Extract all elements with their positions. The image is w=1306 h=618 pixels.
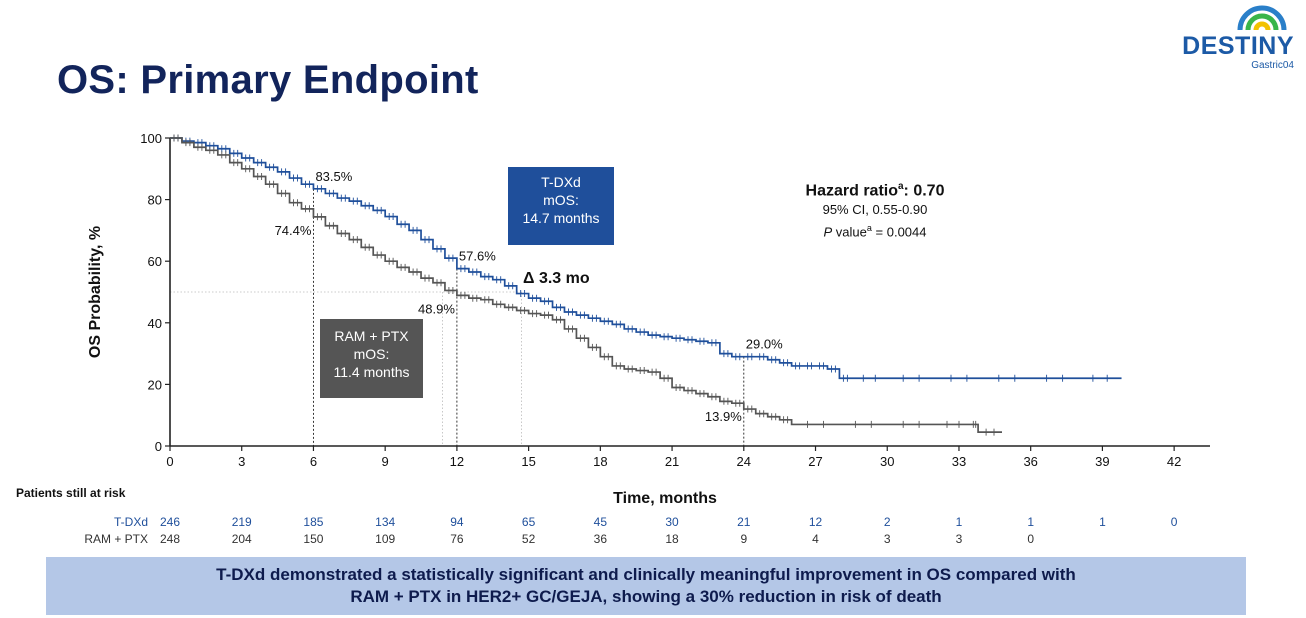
x-tick-label: 6 — [310, 454, 317, 469]
destiny-logo: DESTINY Gastric04 — [1166, 4, 1294, 74]
point-label: 48.9% — [418, 301, 455, 316]
x-tick-label: 27 — [808, 454, 822, 469]
risk-cell: 94 — [450, 515, 464, 529]
risk-cell: 2 — [883, 515, 891, 529]
y-tick-label: 40 — [148, 316, 162, 331]
risk-cell: 3 — [955, 532, 963, 546]
ram-box-line2: mOS: — [353, 346, 390, 362]
series-line-tdxd — [170, 137, 1122, 380]
y-tick-label: 20 — [148, 377, 162, 392]
risk-cell: 12 — [808, 515, 823, 529]
risk-cell: 0 — [1027, 532, 1035, 546]
x-tick-label: 12 — [450, 454, 464, 469]
risk-cell: 21 — [737, 515, 751, 529]
risk-cell: 45 — [593, 515, 608, 529]
x-tick-label: 3 — [238, 454, 245, 469]
risk-table-title: Patients still at risk — [16, 486, 126, 500]
point-label: 29.0% — [746, 337, 783, 352]
tdxd-box-line3: 14.7 months — [522, 210, 600, 226]
conclusion-line2: RAM + PTX in HER2+ GC/GEJA, showing a 30… — [350, 587, 942, 606]
y-tick-label: 80 — [148, 193, 162, 208]
tdxd-box-line1: T-DXd — [541, 174, 581, 190]
point-label: 83.5% — [315, 169, 352, 184]
tdxd-box-line2: mOS: — [543, 192, 579, 208]
y-tick-label: 100 — [140, 131, 162, 146]
logo-arcs-icon — [1237, 5, 1287, 31]
y-tick-label: 60 — [148, 254, 162, 269]
logo-subtext: Gastric04 — [1251, 60, 1294, 71]
series-line-ram-ptx — [170, 137, 1002, 433]
risk-row-label-tdxd: T-DXd — [113, 515, 148, 529]
risk-cell: 204 — [231, 532, 252, 546]
risk-cell: 9 — [740, 532, 748, 546]
risk-cell: 1 — [1099, 515, 1106, 529]
risk-row-label-ram: RAM + PTX — [84, 532, 148, 546]
risk-cell: 36 — [593, 532, 608, 546]
x-tick-label: 15 — [521, 454, 535, 469]
hazard-ratio-title: Hazard ratioa: 0.70 — [805, 181, 945, 200]
hazard-ci: 95% CI, 0.55-0.90 — [822, 202, 928, 218]
x-tick-label: 36 — [1023, 454, 1037, 469]
risk-cell: 185 — [303, 515, 324, 529]
y-tick-label: 0 — [155, 439, 162, 454]
logo-text: DESTINY — [1182, 32, 1294, 60]
hazard-p-value: P valuea = 0.0044 — [823, 223, 927, 240]
ram-box-line3: 11.4 months — [333, 364, 410, 380]
risk-cell: 219 — [231, 515, 252, 529]
point-label: 57.6% — [459, 249, 496, 264]
risk-cell: 248 — [159, 532, 181, 546]
risk-cell: 4 — [812, 532, 819, 546]
censor-marks-ram-ptx — [173, 134, 995, 436]
page-title: OS: Primary Endpoint — [57, 58, 479, 102]
ram-mos-box: RAM + PTX mOS: 11.4 months — [320, 319, 423, 398]
x-tick-label: 9 — [382, 454, 389, 469]
point-label: 74.4% — [275, 223, 312, 238]
hazard-ratio-block: Hazard ratioa: 0.70 95% CI, 0.55-0.90 P … — [760, 177, 990, 242]
x-axis-title: Time, months — [613, 490, 717, 507]
risk-cell: 18 — [665, 532, 679, 546]
y-axis-title: OS Probability, % — [87, 226, 104, 358]
tdxd-mos-box: T-DXd mOS: 14.7 months — [508, 167, 614, 245]
x-tick-label: 30 — [880, 454, 894, 469]
risk-cell: 65 — [521, 515, 536, 529]
point-label: 13.9% — [705, 409, 742, 424]
conclusion-banner: T-DXd demonstrated a statistically signi… — [46, 557, 1246, 615]
x-tick-label: 39 — [1095, 454, 1109, 469]
risk-cell: 52 — [521, 532, 536, 546]
x-tick-label: 24 — [737, 454, 751, 469]
risk-cell: 150 — [303, 532, 324, 546]
conclusion-line1: T-DXd demonstrated a statistically signi… — [216, 565, 1076, 584]
risk-cell: 246 — [159, 515, 181, 529]
risk-cell: 1 — [955, 515, 963, 529]
risk-cell: 76 — [450, 532, 464, 546]
risk-cell: 3 — [883, 532, 891, 546]
censor-marks-tdxd — [173, 134, 1108, 382]
risk-cell: 30 — [665, 515, 679, 529]
x-tick-label: 18 — [593, 454, 607, 469]
delta-annotation: Δ 3.3 mo — [523, 270, 590, 287]
risk-cell: 1 — [1027, 515, 1035, 529]
x-tick-label: 33 — [952, 454, 966, 469]
risk-cell: 109 — [375, 532, 396, 546]
x-tick-label: 21 — [665, 454, 679, 469]
x-tick-label: 42 — [1167, 454, 1181, 469]
risk-cell: 134 — [375, 515, 396, 529]
risk-cell: 0 — [1170, 515, 1178, 529]
ram-box-line1: RAM + PTX — [334, 328, 409, 344]
x-tick-label: 0 — [166, 454, 173, 469]
